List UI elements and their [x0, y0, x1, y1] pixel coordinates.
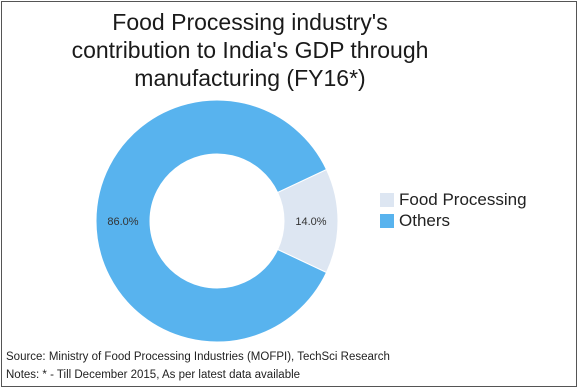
chart-title-line-2: contribution to India's GDP through [71, 37, 429, 63]
legend-swatch-others [380, 213, 394, 228]
slice-others [95, 99, 328, 343]
legend-label-food-processing: Food Processing [399, 189, 527, 209]
chart-title-line-3: manufacturing (FY16*) [134, 65, 366, 91]
legend-swatch-food-processing [380, 192, 394, 207]
slice-label-others: 86.0% [107, 216, 138, 228]
footnotes: Source: Ministry of Food Processing Indu… [6, 348, 390, 384]
source-note: Source: Ministry of Food Processing Indu… [6, 351, 390, 363]
data-note: Notes: * - Till December 2015, As per la… [6, 369, 301, 381]
slice-label-food-processing: 14.0% [295, 216, 326, 228]
chart-legend: Food Processing Others [380, 189, 527, 231]
legend-item-others: Others [380, 210, 527, 231]
legend-item-food-processing: Food Processing [380, 189, 527, 210]
legend-label-others: Others [399, 210, 451, 230]
chart-title-line-1: Food Processing industry's [112, 9, 388, 35]
chart-title: Food Processing industry's contribution … [0, 8, 500, 92]
